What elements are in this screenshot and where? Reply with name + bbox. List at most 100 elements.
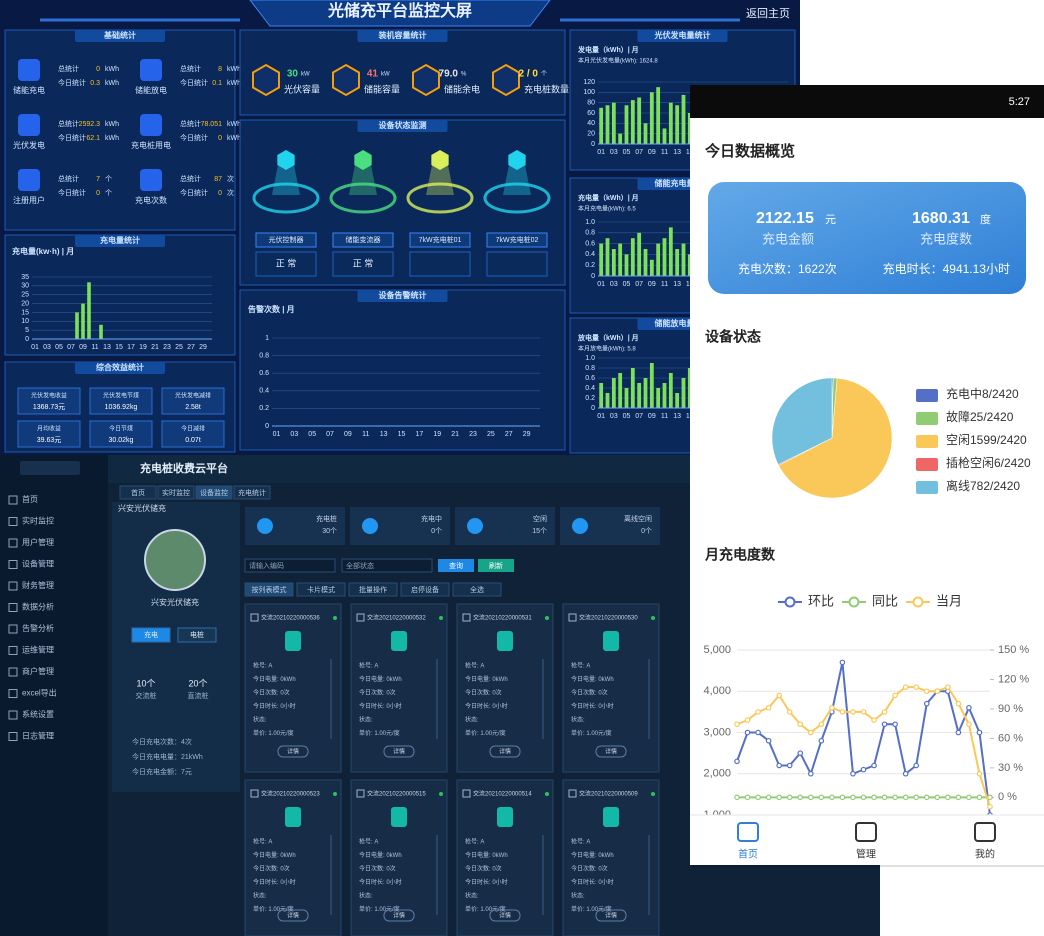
card-checkbox[interactable] [462,789,471,798]
card-checkbox[interactable] [568,613,577,622]
detail-button[interactable] [595,745,627,758]
device-glow [252,182,320,214]
tab-label[interactable]: 充电统计 [238,488,266,497]
mode-label[interactable]: 卡片模式 [307,585,335,594]
menu-icon [8,646,18,655]
nav-label[interactable]: 首页 [738,848,758,861]
detail-button[interactable] [277,745,309,758]
refresh-button[interactable] [478,559,514,572]
tab[interactable] [233,485,271,500]
detail-button[interactable] [383,909,415,922]
x-tick-label: 09 [648,281,656,288]
nav-icon[interactable] [974,822,996,842]
nav-icon[interactable] [855,822,877,842]
x-tick-label: 01 [31,344,39,351]
menu-item[interactable]: 运维管理 [22,645,54,655]
legend-swatch [916,481,938,494]
mode-button[interactable] [452,582,502,597]
detail-button[interactable] [595,909,627,922]
tab[interactable] [119,485,157,500]
tab[interactable] [157,485,195,500]
profile-button[interactable] [177,627,217,643]
card-field: 单价: 1.00元/度 [465,905,506,913]
menu-item[interactable]: 商户管理 [22,666,54,676]
today-stat: 今日充电次数：4次 [132,737,192,746]
x-tick-label: 01 [597,281,605,288]
y-tick-label: 0.2 [585,262,595,269]
detail-button[interactable] [383,745,415,758]
search-label[interactable]: 查询 [449,561,463,570]
tab[interactable] [195,485,233,500]
detail-label[interactable]: 详情 [605,912,617,920]
menu-item[interactable]: 用户管理 [22,537,54,547]
card-checkbox[interactable] [250,789,259,798]
x-tick-label: 03 [610,281,618,288]
tab-label[interactable]: 首页 [131,488,145,497]
profile-button[interactable] [131,627,171,643]
filter-select[interactable] [341,558,433,573]
nav-icon[interactable] [737,822,759,842]
menu-item[interactable]: 告警分析 [22,623,54,633]
point [976,729,983,736]
refresh-label[interactable]: 刷新 [489,561,503,570]
menu-item[interactable]: 数据分析 [22,602,54,612]
nav-label[interactable]: 管理 [856,848,876,861]
menu-item[interactable]: 财务管理 [22,580,54,590]
detail-label[interactable]: 详情 [499,748,511,756]
bar [662,128,667,144]
point [966,721,972,728]
tab-label[interactable]: 实时监控 [162,488,190,497]
mode-button[interactable] [244,582,294,597]
card-field: 状态: [465,892,479,900]
mode-label[interactable]: 批量操作 [359,585,387,594]
status-label: 充电中 [421,514,442,523]
menu-item[interactable]: 实时监控 [22,516,54,526]
search-button[interactable] [438,559,474,572]
x-tick-label: 07 [635,413,643,420]
card-checkbox[interactable] [356,613,365,622]
detail-label[interactable]: 详情 [393,912,405,920]
detail-button[interactable] [489,909,521,922]
mode-button[interactable] [400,582,450,597]
stat-key: 总统计 [180,64,201,73]
status-dot [545,616,549,620]
mode-label[interactable]: 全选 [470,585,484,594]
menu-item[interactable]: 系统设置 [22,709,54,719]
mode-label[interactable]: 按列表模式 [252,585,287,594]
detail-label[interactable]: 详情 [393,748,405,756]
x-tick-label: 21 [151,344,159,351]
point [744,729,751,736]
card-checkbox[interactable] [462,613,471,622]
menu-item[interactable]: 日志管理 [22,731,54,741]
detail-label[interactable]: 详情 [605,748,617,756]
detail-button[interactable] [489,745,521,758]
card-checkbox[interactable] [250,613,259,622]
filter-input[interactable] [244,558,336,573]
card-field: 今日时长: 0小时 [359,878,402,886]
x-tick-label: 07 [67,344,75,351]
y2-tick-label: 90 % [998,703,1023,715]
card-field: 枪号: A [253,838,272,846]
panel-title: 设备状态监测 [379,120,427,130]
profile-button-label[interactable]: 电桩 [190,630,204,639]
card-field: 今日电量: 0kWh [253,675,296,683]
menu-item[interactable]: 首页 [22,494,38,504]
card-checkbox[interactable] [356,789,365,798]
mode-button[interactable] [296,582,346,597]
detail-label[interactable]: 详情 [287,748,299,756]
device-status: 正 常 [353,257,374,268]
profile-button-label[interactable]: 充电 [144,630,158,639]
mode-button[interactable] [348,582,398,597]
detail-button[interactable] [277,909,309,922]
tab-label[interactable]: 设备监控 [200,488,228,497]
detail-label[interactable]: 详情 [499,912,511,920]
menu-item[interactable]: 设备管理 [22,559,54,569]
menu-item[interactable]: excel导出 [22,688,57,698]
nav-label[interactable]: 我的 [975,848,995,861]
pile-card [244,603,342,773]
card-field: 单价: 1.00元/度 [253,905,294,913]
back-link[interactable]: 返回主页 [746,7,790,20]
mode-label[interactable]: 启停设备 [411,585,439,594]
card-checkbox[interactable] [568,789,577,798]
detail-label[interactable]: 详情 [287,912,299,920]
